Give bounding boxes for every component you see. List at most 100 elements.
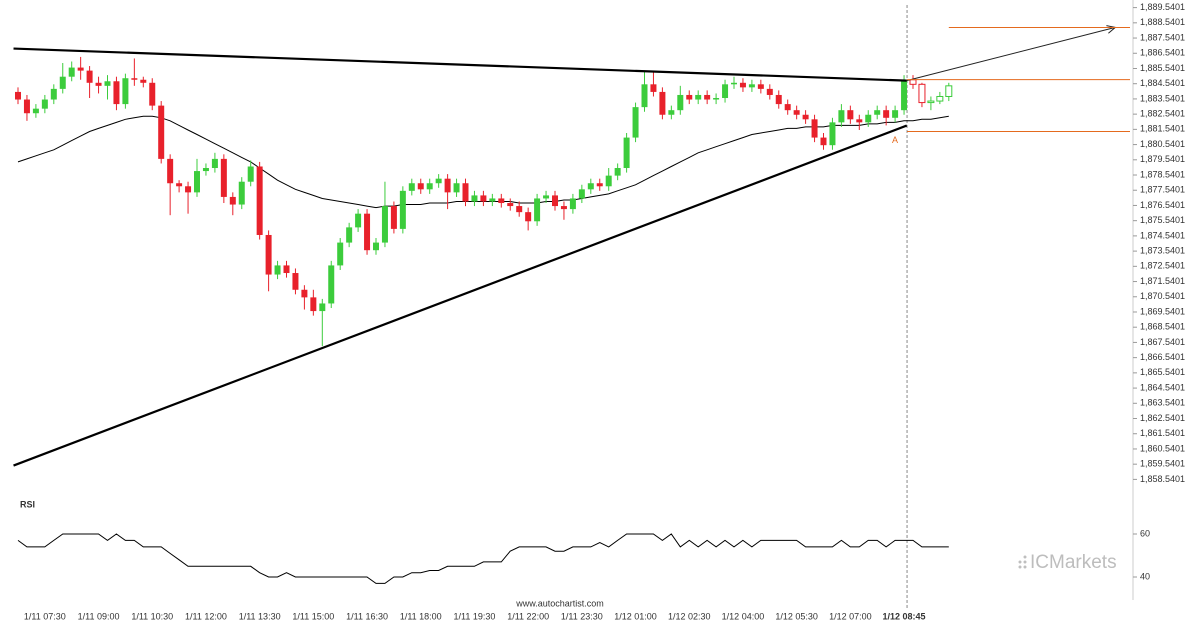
- candle-body: [319, 303, 326, 312]
- candle-body: [731, 82, 737, 85]
- candle-body: [587, 183, 594, 190]
- candle-body: [739, 82, 746, 88]
- candle-body: [50, 88, 57, 100]
- candle-body: [104, 81, 111, 86]
- watermark-icon: [1018, 555, 1027, 569]
- y-tick-label: 1,885.5401: [1140, 63, 1185, 73]
- point-label: A: [892, 135, 898, 145]
- x-tick-label: 1/11 23:30: [561, 611, 603, 621]
- y-tick-label: 1,873.5401: [1140, 245, 1185, 255]
- x-tick-label: 1/11 13:30: [239, 611, 281, 621]
- candle-body: [650, 84, 657, 92]
- candle-body: [364, 213, 371, 251]
- candle-body: [677, 94, 684, 111]
- candle-body: [265, 234, 272, 275]
- candle-body: [516, 206, 523, 213]
- x-tick-label: 1/12 05:30: [775, 611, 818, 621]
- candle-body: [113, 81, 120, 105]
- x-tick-label: 1/11 16:30: [346, 611, 388, 621]
- candle-body: [453, 183, 460, 193]
- y-tick-label: 1,875.5401: [1140, 215, 1185, 225]
- y-tick-label: 1,882.5401: [1140, 109, 1185, 119]
- candle-body: [883, 110, 890, 118]
- y-tick-label: 1,878.5401: [1140, 169, 1185, 179]
- candle-body: [829, 122, 836, 146]
- y-tick-label: 1,881.5401: [1140, 124, 1185, 134]
- rsi-title: RSI: [20, 499, 35, 509]
- candle-body: [686, 94, 693, 100]
- candle-body: [32, 108, 39, 114]
- candle-body: [238, 181, 245, 205]
- candle-body: [820, 137, 827, 146]
- candle-body: [775, 94, 782, 105]
- candle-body: [641, 84, 648, 108]
- candle-body: [918, 83, 926, 104]
- forecast-arrow: [906, 26, 1116, 82]
- candle-body: [301, 289, 308, 298]
- candle-body: [408, 183, 415, 191]
- candle-body: [471, 195, 478, 202]
- candle-body: [936, 95, 944, 102]
- x-tick-label: 1/12 01:00: [614, 611, 657, 621]
- candle-body: [614, 168, 621, 176]
- rsi-tick-label: 60: [1140, 528, 1150, 538]
- candle-body: [426, 183, 433, 190]
- y-tick-label: 1,862.5401: [1140, 413, 1185, 423]
- y-tick-label: 1,871.5401: [1140, 276, 1185, 286]
- candle-body: [668, 110, 675, 115]
- y-tick-label: 1,886.5401: [1140, 48, 1185, 58]
- candle-body: [15, 91, 21, 100]
- candle-body: [399, 190, 406, 229]
- candle-body: [892, 110, 899, 118]
- candle-body: [811, 119, 818, 138]
- candle-body: [77, 67, 84, 71]
- candle-body: [525, 212, 532, 222]
- candle-body: [176, 183, 183, 187]
- candle-body: [202, 168, 209, 172]
- candle-body: [211, 158, 218, 169]
- candle-body: [229, 196, 236, 205]
- x-tick-label: 1/11 09:00: [78, 611, 120, 621]
- candle-body: [167, 158, 174, 184]
- candle-body: [578, 189, 585, 199]
- y-tick-label: 1,867.5401: [1140, 337, 1185, 347]
- candle-body: [552, 195, 558, 207]
- candle-body: [713, 98, 720, 100]
- y-tick-label: 1,872.5401: [1140, 261, 1185, 271]
- candle-body: [489, 198, 496, 202]
- rsi-line: [17, 533, 949, 584]
- y-tick-label: 1,863.5401: [1140, 398, 1185, 408]
- y-tick-label: 1,858.5401: [1140, 474, 1185, 484]
- x-tick-label: 1/11 18:00: [400, 611, 442, 621]
- candle-body: [122, 78, 129, 105]
- candle-body: [909, 79, 917, 85]
- candle-body: [292, 273, 299, 290]
- candle-body: [534, 198, 541, 222]
- y-tick-label: 1,859.5401: [1140, 459, 1185, 469]
- candle-body: [874, 110, 881, 115]
- x-tick-label: 1/11 15:00: [292, 611, 334, 621]
- x-tick-label: 1/11 22:00: [507, 611, 549, 621]
- candle-body: [310, 297, 317, 312]
- x-tick-label: 1/11 19:30: [454, 611, 496, 621]
- y-tick-label: 1,860.5401: [1140, 443, 1185, 453]
- candle-body: [847, 110, 854, 120]
- candle-body: [149, 82, 156, 106]
- x-tick-label: 1/11 12:00: [185, 611, 227, 621]
- candle-body: [802, 114, 809, 120]
- candle-body: [623, 137, 630, 169]
- candle-body: [23, 99, 30, 114]
- rsi-tick-label: 40: [1140, 571, 1150, 581]
- source-label: www.autochartist.com: [515, 598, 604, 608]
- y-tick-label: 1,887.5401: [1140, 32, 1185, 42]
- candle-body: [498, 198, 505, 204]
- candle-body: [784, 104, 791, 111]
- candle-body: [722, 84, 729, 99]
- y-tick-label: 1,868.5401: [1140, 322, 1185, 332]
- x-tick-label: 1/11 07:30: [24, 611, 66, 621]
- candle-body: [417, 183, 424, 190]
- candle-body: [346, 227, 353, 243]
- candle-body: [838, 110, 845, 123]
